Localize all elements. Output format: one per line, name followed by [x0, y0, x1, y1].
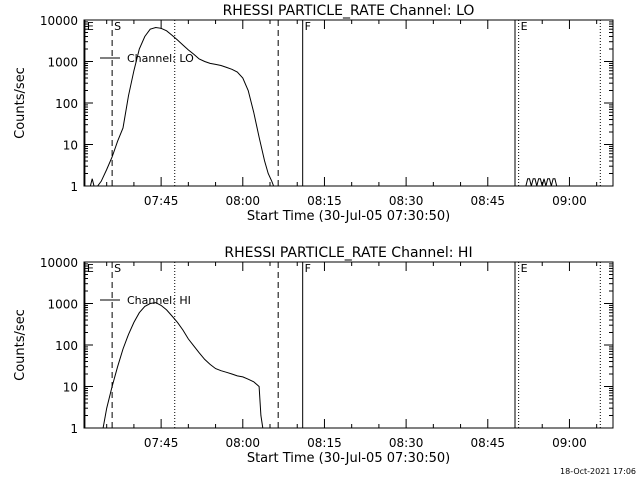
event-marker-label: F [305, 20, 311, 33]
y-tick-label: 10 [63, 381, 78, 395]
chart-title: RHESSI PARTICLE_RATE Channel: LO [223, 3, 475, 19]
x-tick-label: 08:30 [389, 194, 424, 208]
x-tick-label: 08:15 [307, 436, 342, 450]
y-tick-label: 10 [63, 139, 78, 153]
x-tick-label: 07:45 [144, 194, 179, 208]
chart-legend: Channel: HI [100, 294, 191, 307]
event-marker-label: S [114, 20, 121, 33]
event-marker-label: E [521, 262, 528, 275]
x-tick-label: 08:00 [225, 436, 260, 450]
event-marker-label: E [87, 20, 94, 33]
event-marker-label: F [305, 262, 311, 275]
y-tick-label: 100 [55, 97, 78, 111]
timestamp-footer: 18-Oct-2021 17:06 [560, 467, 636, 476]
event-marker-label: E [521, 20, 528, 33]
x-tick-label: 08:45 [470, 436, 505, 450]
y-axis-label: Counts/sec [13, 67, 28, 139]
y-tick-label: 10000 [40, 14, 78, 28]
x-tick-label: 08:00 [225, 194, 260, 208]
y-tick-label: 10000 [40, 256, 78, 270]
x-tick-label: 08:45 [470, 194, 505, 208]
series-line [88, 26, 275, 187]
chart-panels: RHESSI PARTICLE_RATE Channel: LO E S F E 1 10 1… [13, 3, 614, 466]
x-tick-label: 07:45 [144, 436, 179, 450]
x-axis-label: Start Time (30-Jul-05 07:30:50) [247, 209, 450, 224]
y-tick-label: 1 [70, 422, 78, 436]
y-tick-label: 100 [55, 339, 78, 353]
x-tick-label: 08:15 [307, 194, 342, 208]
chart-legend: Channel: LO [100, 52, 194, 65]
chart-panel-1: RHESSI PARTICLE_RATE Channel: LO E S F E 1 10 1… [13, 3, 614, 224]
y-tick-label: 1 [70, 180, 78, 194]
legend-entry: Channel: LO [127, 52, 194, 65]
x-tick-label: 09:00 [552, 194, 587, 208]
legend-entry: Channel: HI [127, 294, 191, 307]
chart-title: RHESSI PARTICLE_RATE Channel: HI [224, 245, 472, 261]
x-axis-label: Start Time (30-Jul-05 07:30:50) [247, 451, 450, 466]
y-tick-label: 1000 [47, 298, 78, 312]
chart-panel-2: RHESSI PARTICLE_RATE Channel: HI E S F E 1 10 1… [13, 245, 614, 466]
event-marker-label: E [87, 262, 94, 275]
x-tick-label: 08:30 [389, 436, 424, 450]
y-tick-label: 1000 [47, 56, 78, 70]
event-marker-label: S [114, 262, 121, 275]
y-axis-label: Counts/sec [13, 309, 28, 381]
series-line [102, 302, 264, 429]
x-tick-label: 09:00 [552, 436, 587, 450]
